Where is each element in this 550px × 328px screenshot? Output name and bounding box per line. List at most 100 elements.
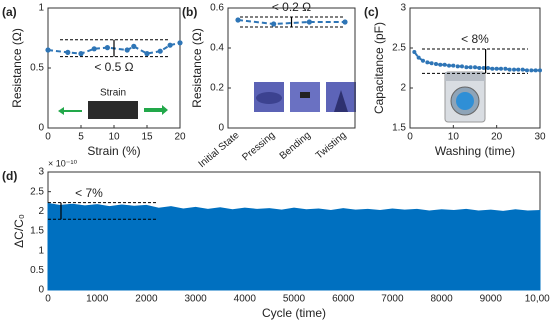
y-tick-label: 3 [38, 167, 44, 178]
data-point [271, 21, 277, 27]
x-tick-label: 10 [448, 132, 460, 143]
data-point [124, 47, 130, 53]
y-tick-label: 1.5 [30, 226, 44, 237]
x-tick-label: Twisting [314, 130, 349, 162]
y-tick-label: 0.6 [210, 3, 224, 14]
y-tick-label: 1.5 [392, 123, 406, 134]
data-point [131, 43, 137, 50]
axis-multiplier: × 10⁻¹⁰ [48, 158, 78, 168]
data-point [490, 66, 495, 71]
y-tick-label: 2 [400, 83, 406, 94]
x-tick-label: 6000 [332, 294, 355, 305]
y-axis-label: ΔC/C₀ [12, 214, 26, 248]
x-tick-label: 20 [174, 132, 186, 143]
panel-label: (b) [182, 5, 197, 19]
x-tick-label: 9000 [480, 294, 503, 305]
data-line [237, 19, 345, 26]
annotation: < 0.2 Ω [272, 0, 311, 14]
x-tick-label: Bending [278, 130, 313, 162]
y-tick-label: 0.5 [30, 63, 44, 74]
data-point [177, 40, 183, 46]
x-tick-label: 5000 [283, 294, 306, 305]
data-point [429, 61, 434, 66]
x-axis-label: Washing (time) [435, 144, 515, 158]
data-point [455, 64, 460, 69]
data-point [529, 68, 534, 73]
annotation: < 8% [461, 32, 489, 46]
x-tick-label: 15 [141, 132, 153, 143]
data-point [486, 66, 490, 70]
x-tick-label: 8000 [430, 294, 453, 305]
x-axis-label: Strain (%) [87, 144, 140, 158]
x-tick-label: 3000 [184, 294, 207, 305]
x-tick-label: Pressing [240, 130, 277, 163]
plot-frame [47, 7, 181, 129]
plot-frame [409, 7, 541, 129]
y-tick-label: 0 [218, 123, 224, 134]
y-tick-label: 0.2 [210, 83, 224, 94]
data-point [434, 62, 438, 66]
data-point [503, 66, 508, 71]
x-tick-label: 0 [45, 294, 51, 305]
data-point [481, 66, 486, 70]
data-point [507, 67, 512, 72]
x-tick-label: 10 [108, 132, 120, 143]
panel-label: (c) [364, 5, 379, 19]
data-point [104, 45, 110, 51]
y-tick-label: 2 [38, 206, 44, 217]
y-axis-label: Resistance (Ω) [10, 28, 24, 108]
data-point [416, 55, 421, 60]
y-axis-label: Capacitance (pF) [372, 22, 386, 114]
plot-frame [227, 7, 356, 129]
x-tick-label: 5 [78, 132, 84, 143]
data-point [65, 49, 71, 56]
data-point [167, 42, 173, 48]
y-tick-label: 2.5 [30, 186, 44, 197]
data-point [442, 62, 447, 67]
x-tick-label: 30 [534, 132, 546, 143]
data-point [447, 63, 451, 68]
panel-label: (d) [2, 169, 17, 183]
data-point [512, 67, 516, 72]
data-point [342, 19, 348, 25]
y-axis-label: Resistance (Ω) [190, 28, 204, 108]
finger-photos [254, 82, 356, 112]
x-tick-label: Initial State [197, 130, 242, 171]
data-point [157, 48, 163, 54]
y-tick-label: 0.4 [210, 43, 224, 54]
data-point [78, 51, 84, 57]
x-tick-label: 10,000 [525, 294, 550, 305]
data-point [499, 66, 503, 71]
y-tick-label: 1 [38, 245, 44, 256]
x-tick-label: 0 [45, 132, 51, 143]
inset-label: Strain [100, 88, 126, 99]
data-point [425, 60, 430, 65]
data-point [438, 62, 443, 67]
y-tick-label: 0.5 [30, 265, 44, 276]
data-point [477, 66, 482, 70]
data-point [516, 67, 521, 72]
x-tick-label: 20 [491, 132, 503, 143]
data-point [538, 68, 542, 73]
data-point [421, 58, 425, 63]
y-tick-label: 1 [38, 3, 44, 14]
x-tick-label: 4000 [234, 294, 257, 305]
x-tick-label: 0 [407, 132, 413, 143]
data-point [412, 50, 417, 54]
y-tick-label: 2.5 [392, 43, 406, 54]
y-tick-label: 3 [400, 3, 406, 14]
data-point [460, 64, 464, 69]
data-point [520, 67, 525, 72]
washing-machine [444, 71, 486, 123]
x-tick-label: 2000 [135, 294, 158, 305]
x-axis-label: Cycle (time) [262, 306, 326, 320]
annotation: < 7% [75, 186, 103, 200]
data-point [235, 17, 241, 23]
panel-label: (a) [2, 5, 17, 19]
data-point [451, 63, 456, 68]
data-point [91, 46, 97, 52]
y-tick-label: 0 [38, 285, 44, 296]
x-tick-label: 1000 [86, 294, 109, 305]
data-point [525, 68, 529, 73]
data-point [473, 65, 477, 70]
